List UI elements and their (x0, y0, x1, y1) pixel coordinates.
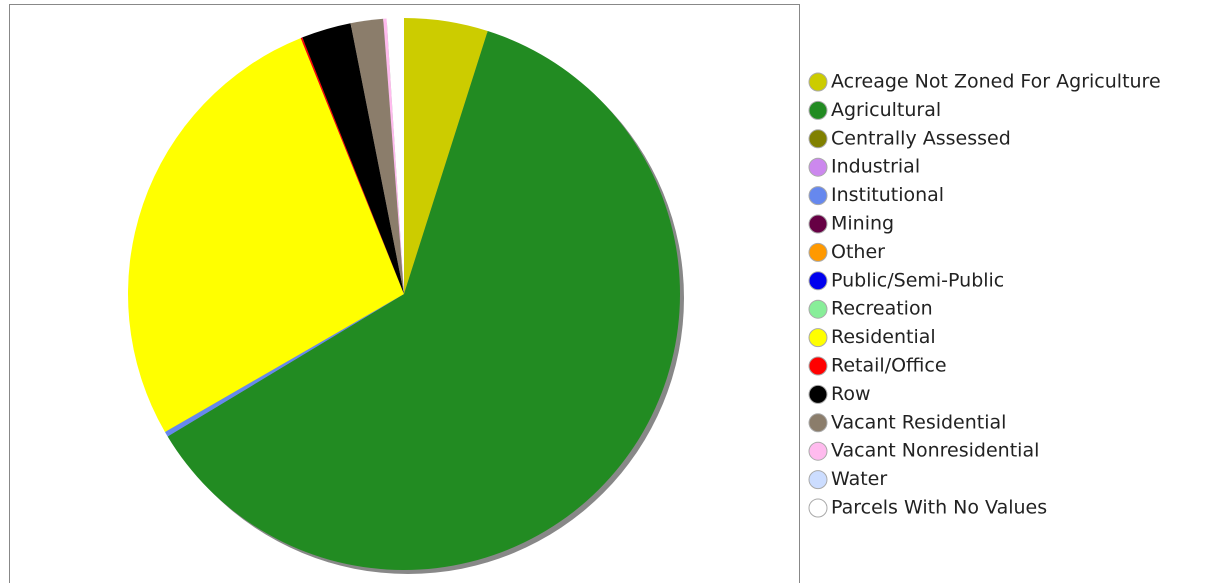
pie-slice (350, 18, 404, 295)
legend-swatch (808, 129, 828, 149)
legend-swatch (808, 214, 828, 234)
legend-swatch (808, 100, 828, 120)
legend-label: Residential (831, 326, 936, 348)
legend-swatch (808, 299, 828, 319)
legend-swatch (808, 470, 828, 490)
legend-label: Row (831, 383, 871, 405)
pie-slice (300, 37, 404, 295)
legend-swatch (808, 72, 828, 92)
legend-swatch (808, 384, 828, 404)
legend-label: Acreage Not Zoned For Agriculture (831, 71, 1161, 93)
legend-swatch (808, 441, 828, 461)
legend-swatch (808, 413, 828, 433)
legend-label: Water (831, 468, 887, 490)
legend-label: Institutional (831, 184, 944, 206)
legend-label: Retail/Office (831, 355, 947, 377)
legend-label: Recreation (831, 298, 933, 320)
pie-slice (386, 18, 404, 294)
legend-label: Agricultural (831, 99, 941, 121)
legend-label: Vacant Nonresidential (831, 440, 1039, 462)
pie-slice (164, 294, 404, 437)
legend-swatch (808, 186, 828, 206)
legend-swatch (808, 328, 828, 348)
pie-slice (302, 23, 404, 295)
legend-swatch (808, 157, 828, 177)
legend-swatch (808, 498, 828, 518)
legend-swatch (808, 242, 828, 262)
legend-label: Centrally Assessed (831, 127, 1011, 149)
legend-label: Industrial (831, 156, 920, 178)
pie-slice (127, 38, 404, 432)
legend-label: Public/Semi-Public (831, 269, 1004, 291)
legend-label: Vacant Residential (831, 411, 1006, 433)
legend-swatch (808, 271, 828, 291)
legend-swatch (808, 356, 828, 376)
legend-label: Other (831, 241, 885, 263)
pie-slice (383, 18, 404, 294)
legend-label: Parcels With No Values (831, 497, 1047, 519)
pie-slice (167, 31, 680, 571)
legend-label: Mining (831, 213, 894, 235)
pie-slice (404, 18, 488, 294)
